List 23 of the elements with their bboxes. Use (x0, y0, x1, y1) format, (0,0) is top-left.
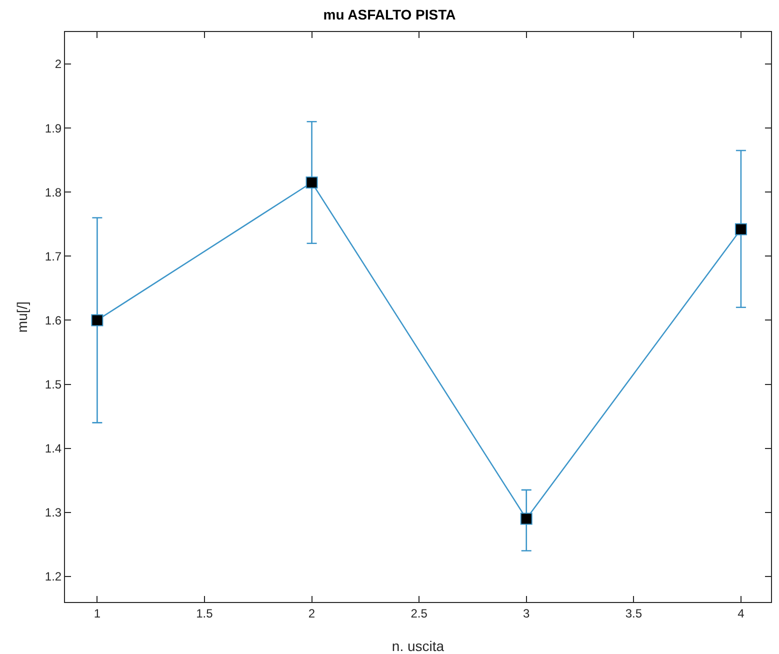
y-tick-label: 1.9 (44, 121, 62, 136)
x-axis-title: n. uscita (392, 638, 444, 654)
y-tick-label: 2 (54, 57, 62, 72)
x-tick-label: 3 (523, 606, 530, 620)
y-tick-label: 1.4 (44, 441, 62, 456)
x-tick-label: 2 (308, 606, 316, 620)
y-tick-label: 1.2 (44, 570, 62, 584)
y-tick-label: 1.6 (44, 313, 62, 328)
x-tick-label: 2.5 (410, 606, 428, 620)
chart-title: mu ASFALTO PISTA (323, 6, 456, 23)
y-axis-title: mu[/] (14, 301, 30, 333)
x-tick-label: 3.5 (625, 606, 642, 620)
x-tick-label: 4 (738, 606, 745, 620)
x-tick-label: 1.5 (196, 606, 214, 620)
y-tick-label: 1.3 (44, 506, 62, 520)
point (306, 176, 318, 189)
point (734, 223, 747, 236)
y-tick-label: 1.7 (44, 249, 62, 264)
point (91, 314, 104, 326)
point (520, 512, 532, 525)
x-tick-label: 1 (94, 606, 101, 620)
y-tick-label: 1.8 (44, 185, 62, 200)
y-tick-label: 1.5 (44, 377, 62, 392)
